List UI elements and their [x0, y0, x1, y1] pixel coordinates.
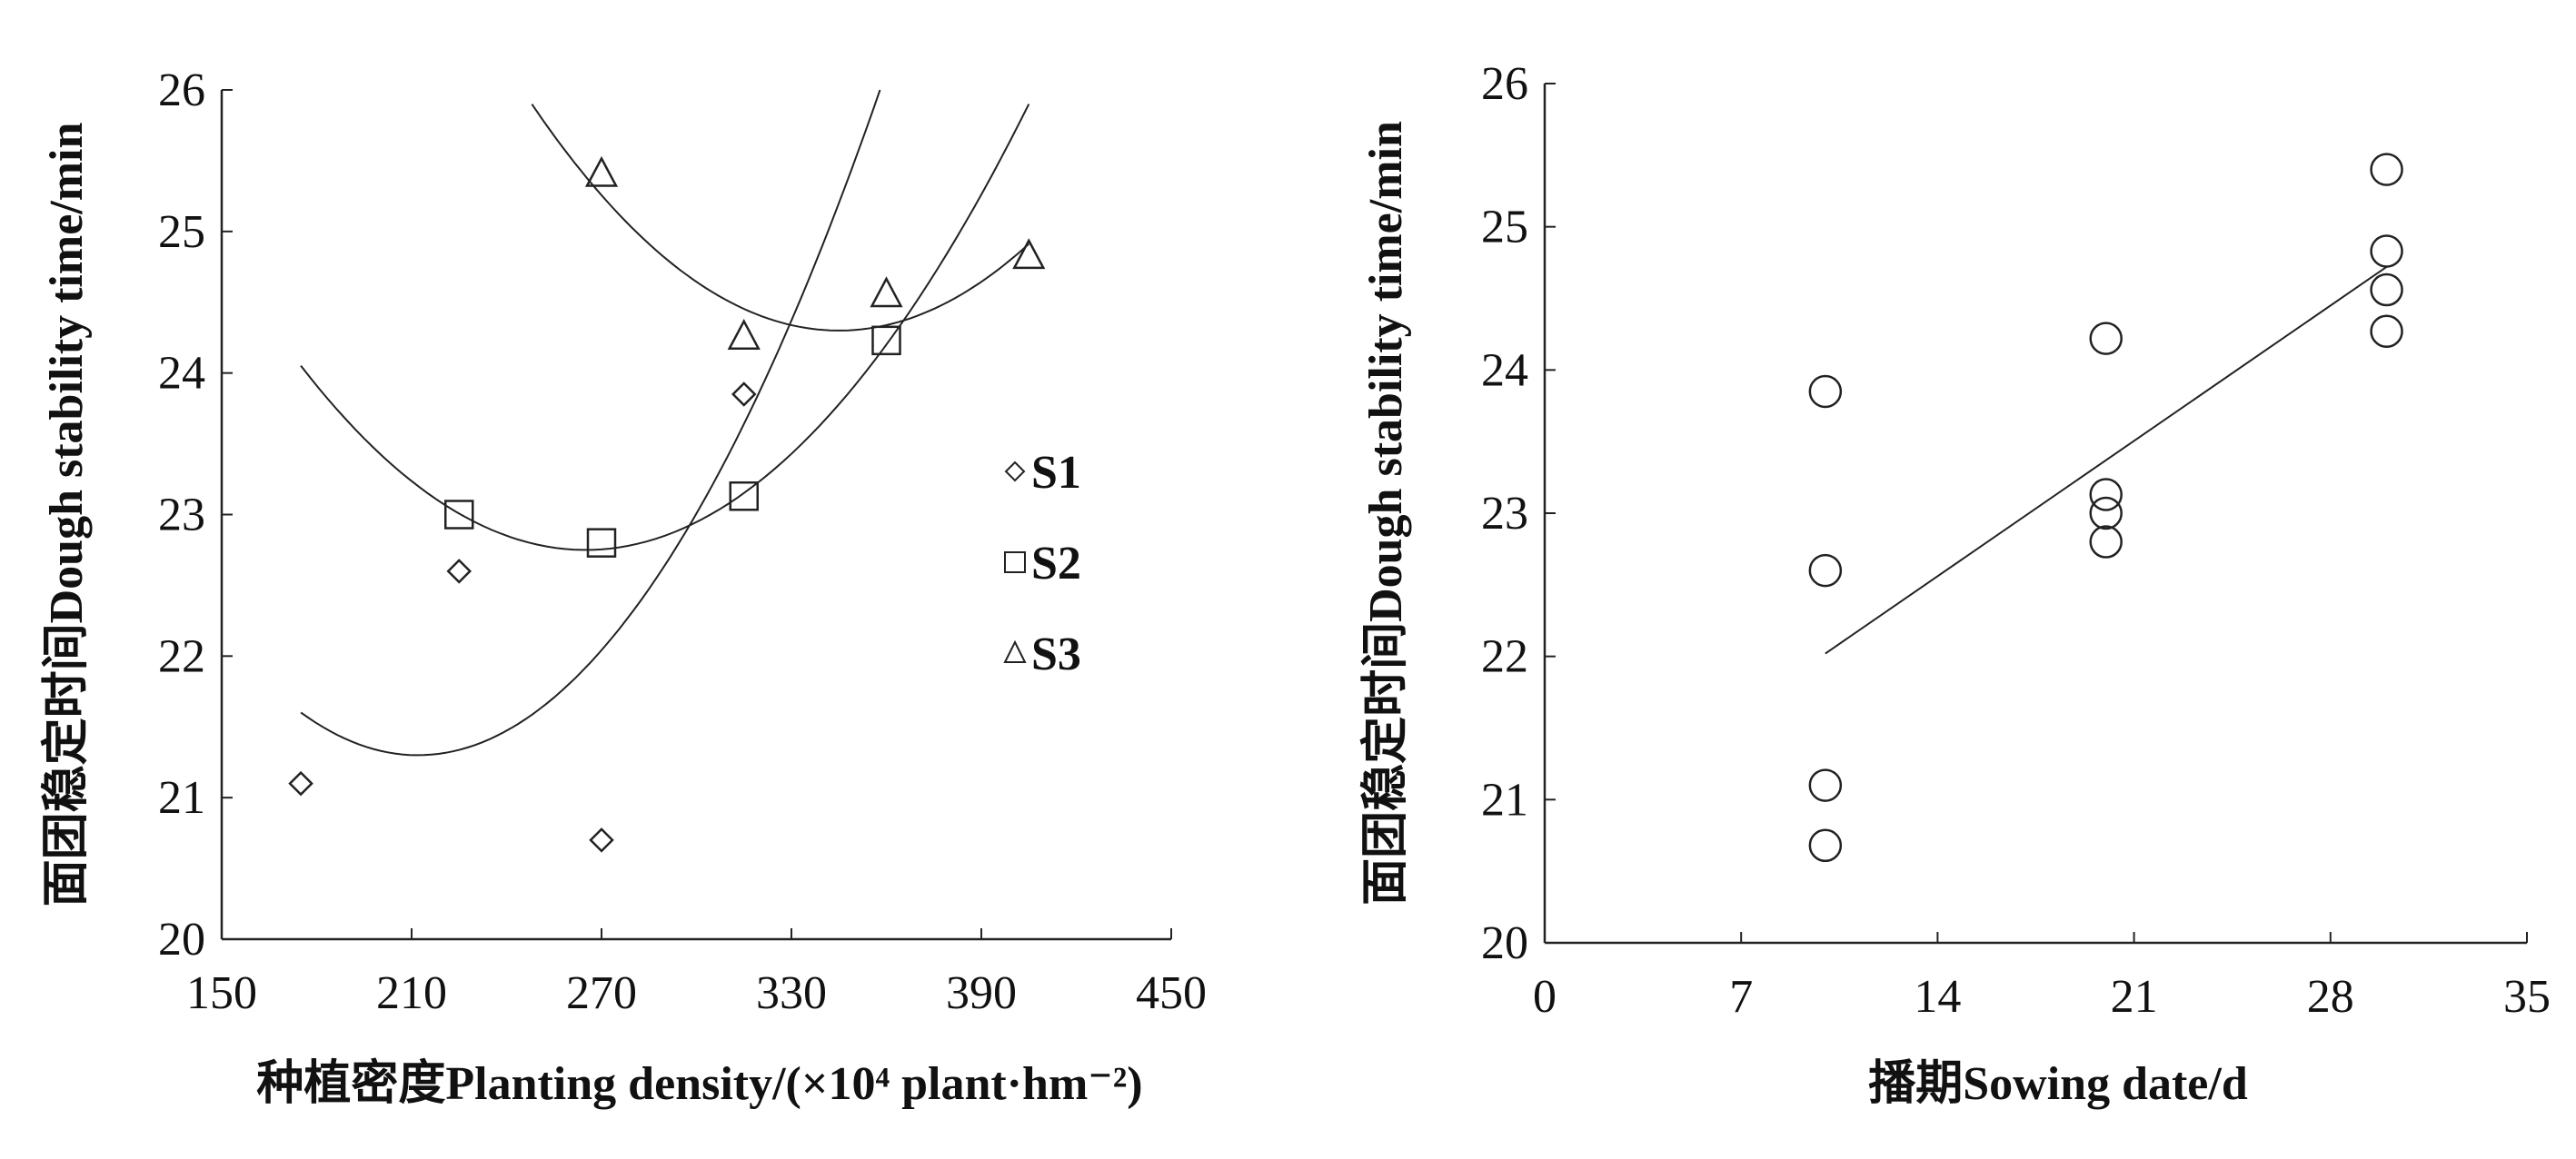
- circle-marker: [2089, 322, 2123, 355]
- circle-marker: [2370, 234, 2403, 268]
- circle-marker: [2089, 478, 2123, 511]
- x-tick-label: 0: [1533, 971, 1557, 1023]
- diamond-marker: [731, 381, 757, 407]
- y-tick-label: 20: [1481, 917, 1528, 969]
- y-tick-label: 23: [1481, 488, 1528, 540]
- triangle-marker: [727, 319, 761, 350]
- square-marker: [444, 500, 474, 530]
- diamond-marker: [446, 559, 472, 584]
- square-marker: [871, 325, 901, 356]
- x-tick-label: 150: [186, 967, 257, 1019]
- legend-square-icon: [1004, 551, 1026, 573]
- y-tick-label: 21: [1481, 774, 1528, 826]
- x-tick-label: 14: [1914, 971, 1961, 1023]
- fit-curve-s3: [531, 104, 1029, 332]
- triangle-marker: [584, 155, 619, 187]
- x-tick-label: 390: [946, 967, 1017, 1019]
- y-tick-label: 24: [158, 348, 205, 400]
- square-marker: [729, 480, 759, 511]
- diamond-marker: [589, 827, 614, 853]
- circle-marker: [2370, 314, 2403, 349]
- x-tick-label: 330: [756, 967, 827, 1019]
- x-axis-title: 播期Sowing date/d: [1868, 1057, 2248, 1110]
- y-tick-label: 22: [158, 630, 205, 682]
- legend-item-s1: S1: [1004, 447, 1081, 499]
- y-tick-label: 26: [158, 64, 205, 116]
- chart-planting-density: 20 21 22 23 24 25 26 150 210 270 330 390 450 种植密度Plan…: [40, 64, 1207, 1110]
- triangle-marker: [1012, 238, 1046, 270]
- legend-label: S1: [1031, 447, 1081, 499]
- fit-curve-s1: [300, 89, 881, 757]
- square-marker: [586, 528, 617, 558]
- x-axis-title: 种植密度Planting density/(×10⁴ plant·hm⁻²): [256, 1057, 1142, 1110]
- x-tick-label: 450: [1136, 967, 1207, 1019]
- y-tick-label: 22: [1481, 631, 1528, 683]
- legend-item-s3: S3: [1003, 629, 1081, 680]
- legend-item-s2: S2: [1004, 538, 1081, 589]
- circle-marker: [1808, 768, 1843, 802]
- x-tick-label: 270: [566, 967, 637, 1019]
- y-tick-label: 21: [158, 772, 205, 824]
- y-tick-label: 24: [1481, 344, 1528, 396]
- y-axis-title: 面团稳定时间Dough stability time/min: [40, 123, 93, 907]
- y-tick-label: 25: [1481, 202, 1528, 253]
- x-tick-label: 35: [2503, 971, 2551, 1023]
- legend-label: S2: [1031, 538, 1081, 589]
- triangle-marker: [870, 276, 903, 308]
- circle-marker: [2089, 496, 2123, 530]
- circle-marker: [1808, 828, 1843, 863]
- legend-diamond-icon: [1004, 461, 1026, 482]
- chart-sowing-date: 20 21 22 23 24 25 26 0 7 14 21 28 35 播期Sowing date/d 面…: [1359, 58, 2551, 1110]
- y-tick-label: 26: [1481, 58, 1528, 110]
- circle-marker: [1808, 553, 1843, 588]
- y-tick-label: 25: [158, 206, 205, 258]
- circle-marker: [2089, 525, 2123, 559]
- x-tick-label: 210: [376, 967, 447, 1019]
- x-tick-label: 21: [2111, 971, 2158, 1023]
- y-tick-label: 23: [158, 490, 205, 541]
- circle-marker: [1808, 374, 1843, 409]
- diamond-marker: [288, 770, 313, 797]
- circle-marker: [2370, 153, 2403, 186]
- legend-label: S3: [1031, 629, 1081, 680]
- fit-curve-data: [1825, 265, 2388, 655]
- x-tick-label: 28: [2307, 971, 2354, 1023]
- fit-curve-s2: [300, 104, 1030, 551]
- circle-marker: [2370, 272, 2403, 307]
- y-axis-title: 面团稳定时间Dough stability time/min: [1359, 121, 1412, 906]
- y-tick-label: 20: [158, 914, 205, 966]
- x-tick-label: 7: [1729, 971, 1753, 1023]
- legend-triangle-icon: [1003, 639, 1027, 663]
